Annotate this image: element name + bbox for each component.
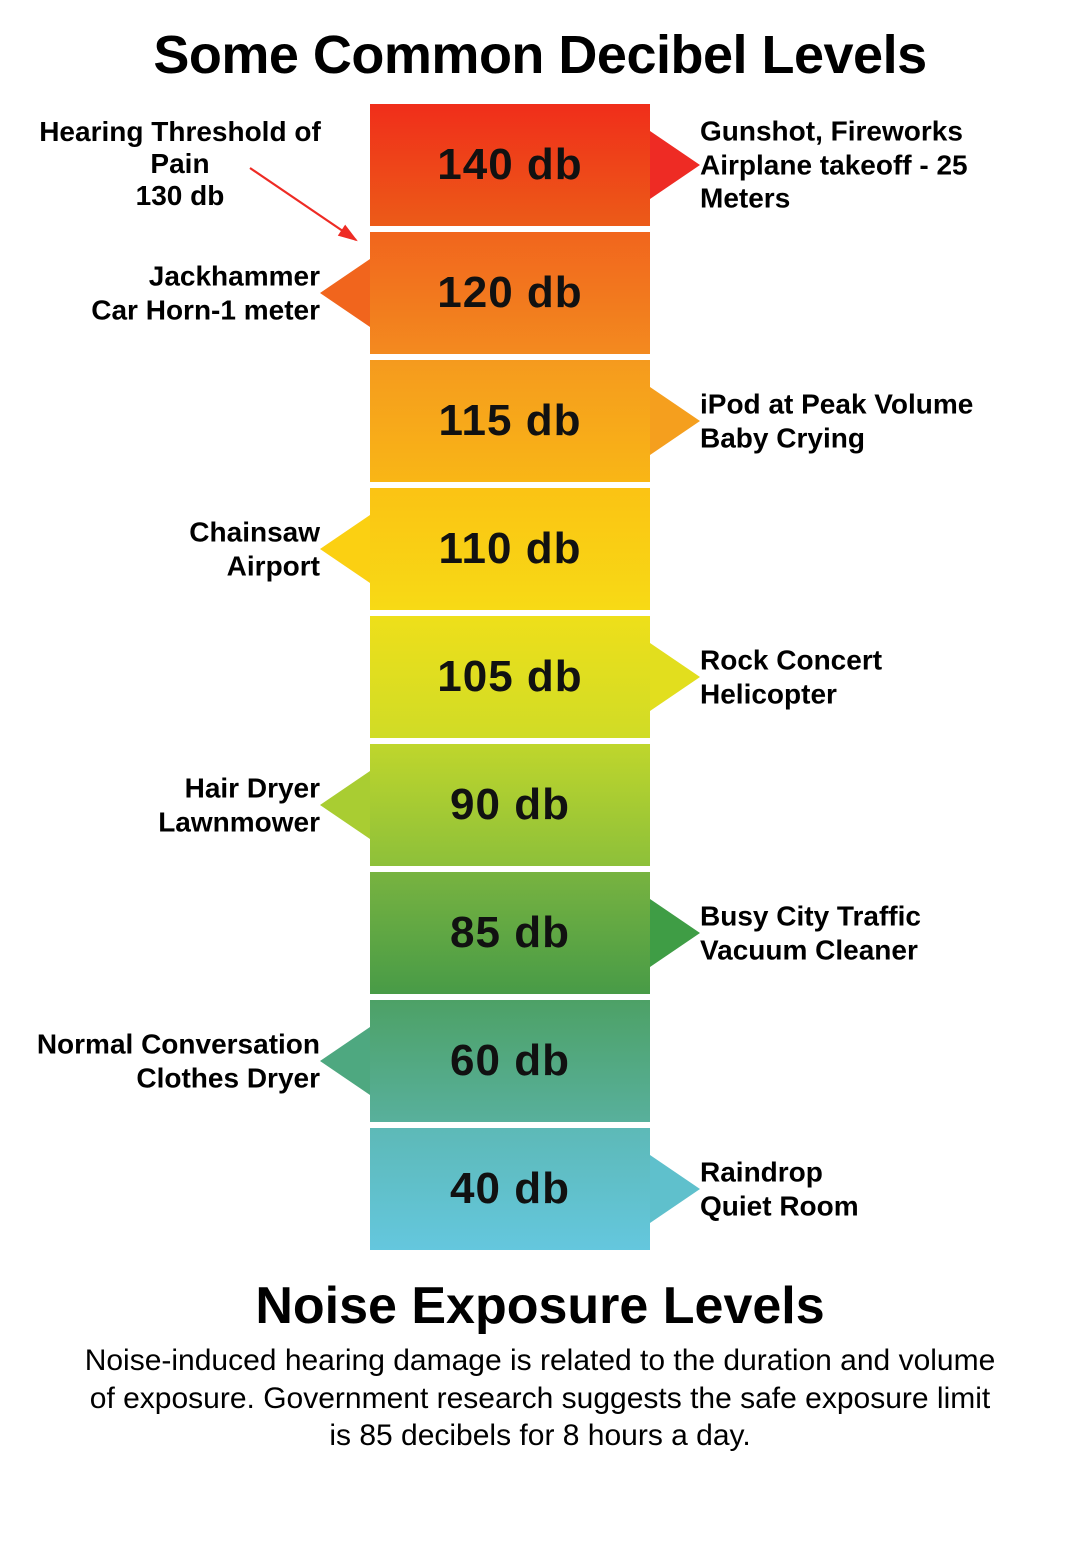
- db-value: 140 db: [437, 140, 582, 190]
- db-description: Busy City TrafficVacuum Cleaner: [700, 899, 921, 966]
- db-description: Rock ConcertHelicopter: [700, 643, 882, 710]
- page-title: Some Common Decibel Levels: [0, 24, 1080, 86]
- decibel-chart: 140 db Gunshot, FireworksAirplane takeoff…: [0, 104, 1080, 1250]
- db-value: 60 db: [450, 1036, 570, 1086]
- db-row: 105 db Rock ConcertHelicopter: [0, 616, 1080, 738]
- db-row: 40 db RaindropQuiet Room: [0, 1128, 1080, 1250]
- db-value: 110 db: [439, 524, 582, 574]
- db-block: 90 db: [370, 744, 650, 866]
- db-value: 120 db: [437, 268, 582, 318]
- db-value: 90 db: [450, 780, 570, 830]
- db-block: 105 db: [370, 616, 650, 738]
- arrow-right-icon: [650, 387, 700, 455]
- db-row: 90 db Hair DryerLawnmower: [0, 744, 1080, 866]
- db-description: Gunshot, FireworksAirplane takeoff - 25 …: [700, 115, 1040, 216]
- db-row: 85 db Busy City TrafficVacuum Cleaner: [0, 872, 1080, 994]
- arrow-left-icon: [320, 515, 370, 583]
- db-value: 115 db: [439, 396, 582, 446]
- db-block: 110 db: [370, 488, 650, 610]
- db-value: 40 db: [450, 1164, 570, 1214]
- footer-body: Noise-induced hearing damage is related …: [80, 1342, 1000, 1455]
- db-block: 120 db: [370, 232, 650, 354]
- arrow-right-icon: [650, 1155, 700, 1223]
- arrow-right-icon: [650, 899, 700, 967]
- db-block: 140 db: [370, 104, 650, 226]
- db-description: ChainsawAirport: [189, 515, 320, 582]
- db-block: 115 db: [370, 360, 650, 482]
- db-description: Normal ConversationClothes Dryer: [37, 1027, 320, 1094]
- db-description: iPod at Peak VolumeBaby Crying: [700, 387, 973, 454]
- db-value: 105 db: [437, 652, 582, 702]
- db-row: 60 db Normal ConversationClothes Dryer: [0, 1000, 1080, 1122]
- db-block: 85 db: [370, 872, 650, 994]
- pain-arrow-icon: [0, 104, 400, 304]
- arrow-right-icon: [650, 131, 700, 199]
- db-row: 110 db ChainsawAirport: [0, 488, 1080, 610]
- footer-title: Noise Exposure Levels: [0, 1276, 1080, 1336]
- db-block: 40 db: [370, 1128, 650, 1250]
- arrow-left-icon: [320, 771, 370, 839]
- arrow-left-icon: [320, 1027, 370, 1095]
- db-description: Hair DryerLawnmower: [158, 771, 320, 838]
- db-value: 85 db: [450, 908, 570, 958]
- db-row: 115 db iPod at Peak VolumeBaby Crying: [0, 360, 1080, 482]
- db-block: 60 db: [370, 1000, 650, 1122]
- arrow-right-icon: [650, 643, 700, 711]
- db-description: RaindropQuiet Room: [700, 1155, 859, 1222]
